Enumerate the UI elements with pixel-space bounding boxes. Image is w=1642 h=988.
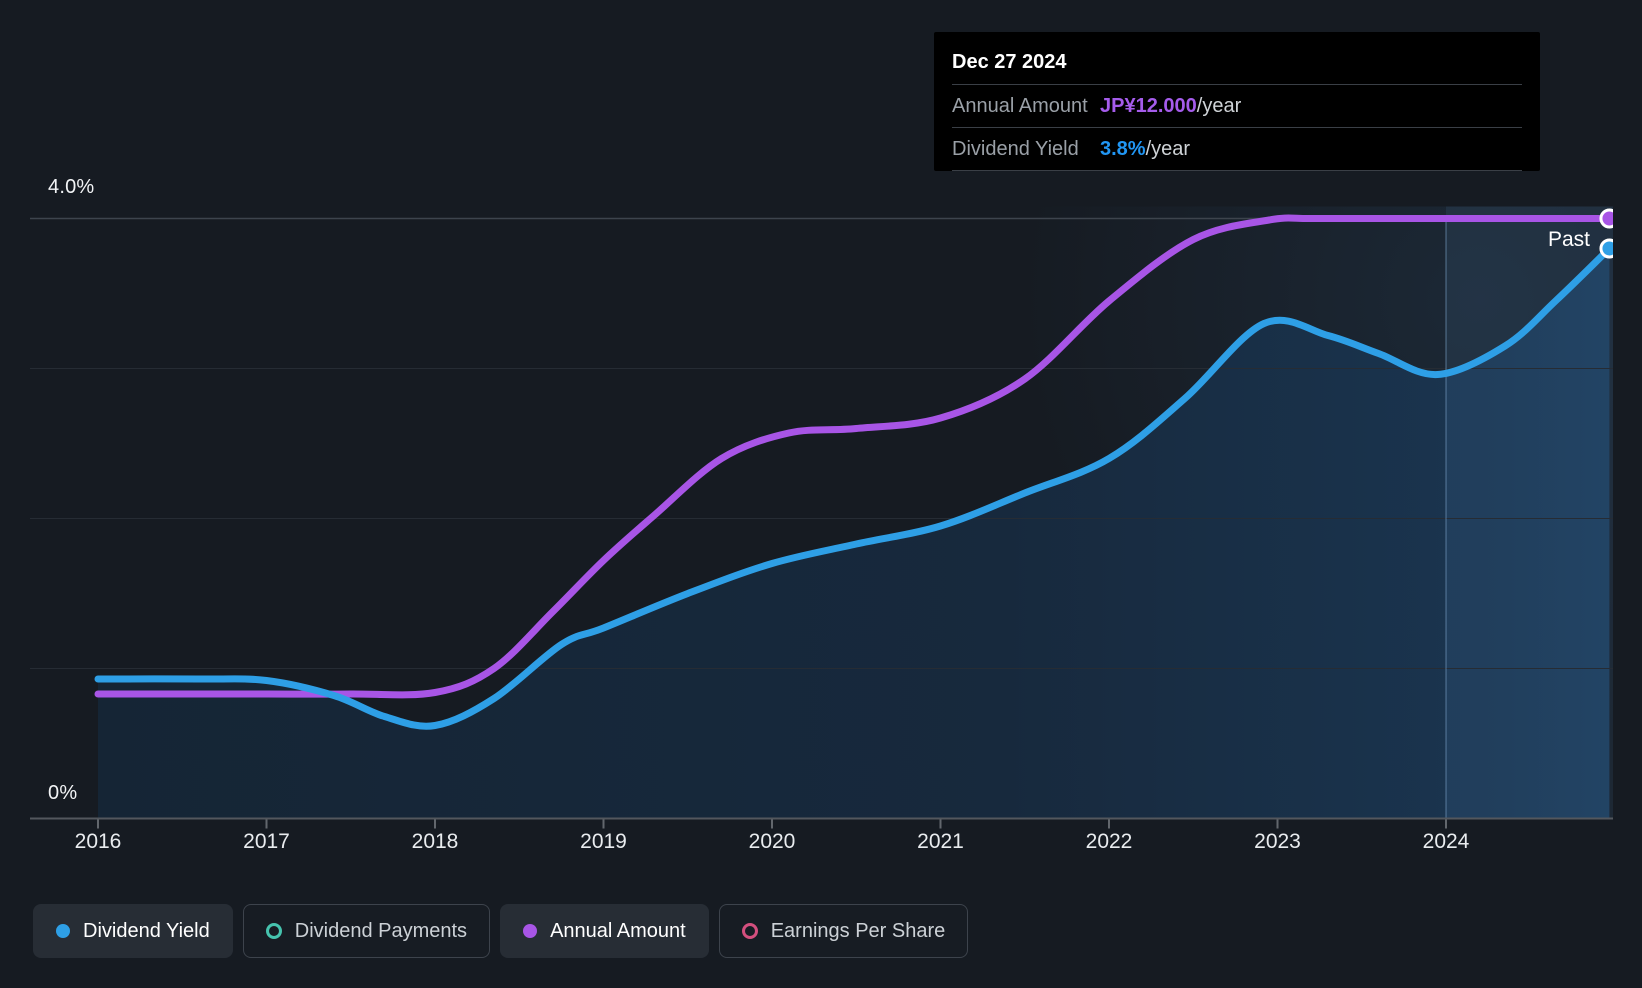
- annual-amount-line: [94, 214, 1613, 699]
- x-axis-label-2022: 2022: [1085, 830, 1133, 853]
- past-label: Past: [1547, 228, 1590, 251]
- tooltip-date: Dec 27 2024: [952, 51, 1067, 73]
- x-axis-label-2020: 2020: [748, 830, 796, 853]
- y-axis-label-zero: 0%: [48, 782, 78, 804]
- x-axis: [30, 817, 1613, 829]
- x-axis-label-2017: 2017: [243, 830, 290, 853]
- legend-label: Earnings Per Share: [770, 919, 946, 942]
- legend-ring-icon: [741, 923, 758, 939]
- gridlines: [30, 217, 1613, 819]
- tooltip-row-annual-amount: Annual Amount JP¥12.000 /year: [952, 84, 1522, 127]
- dividend-yield-line: [94, 245, 1613, 730]
- plot: [30, 206, 1613, 821]
- legend-annual-amount[interactable]: Annual Amount: [500, 904, 709, 958]
- x-axis-label-2023: 2023: [1254, 830, 1301, 853]
- legend-label: Dividend Yield: [83, 919, 210, 942]
- x-axis-label-2021: 2021: [917, 830, 964, 853]
- x-axis-label-2018: 2018: [411, 830, 459, 853]
- chart-tooltip: Dec 27 2024 Annual Amount JP¥12.000 /yea…: [934, 32, 1540, 171]
- tooltip-value: JP¥12.000: [1100, 94, 1197, 117]
- tooltip-suffix: /year: [1196, 94, 1242, 117]
- legend: Dividend Yield Dividend Payments Annual Am…: [33, 904, 969, 958]
- annual-amount-end-marker: [1599, 208, 1613, 229]
- x-axis-label-2024: 2024: [1422, 830, 1470, 853]
- x-axis-label-2016: 2016: [74, 830, 122, 853]
- legend-dividend-payments[interactable]: Dividend Payments: [242, 904, 491, 958]
- tooltip-value: 3.8%: [1100, 137, 1146, 160]
- legend-earnings-per-share[interactable]: Earnings Per Share: [718, 904, 969, 958]
- tooltip-label: Annual Amount: [952, 94, 1088, 117]
- legend-dot-icon: [523, 924, 538, 938]
- past-region-highlight: [1446, 206, 1613, 819]
- legend-label: Annual Amount: [550, 919, 686, 942]
- y-axis-label-max: 4.0%: [48, 176, 95, 198]
- tooltip-row-dividend-yield: Dividend Yield 3.8% /year: [952, 127, 1522, 171]
- dividend-yield-area: [98, 248, 1610, 819]
- legend-dot-icon: [56, 924, 70, 938]
- dividend-yield-end-marker: [1599, 238, 1613, 259]
- tooltip-suffix: /year: [1145, 137, 1191, 160]
- x-axis-label-2019: 2019: [580, 830, 627, 853]
- legend-dividend-yield[interactable]: Dividend Yield: [33, 904, 233, 958]
- legend-label: Dividend Payments: [294, 919, 468, 942]
- legend-ring-icon: [265, 923, 282, 939]
- tooltip-label: Dividend Yield: [952, 137, 1079, 160]
